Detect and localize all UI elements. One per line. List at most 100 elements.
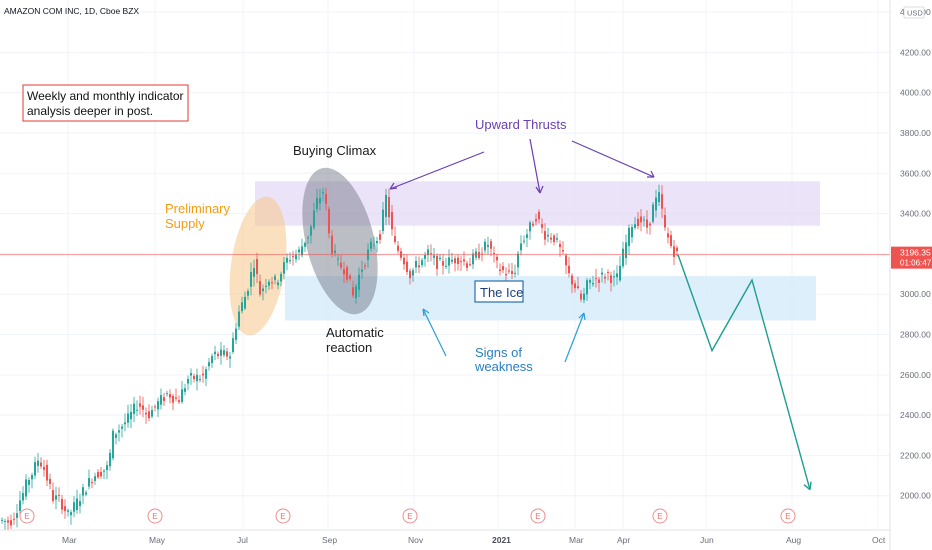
candle-body (646, 219, 648, 228)
candle-body (10, 520, 12, 526)
candle-body (31, 474, 33, 480)
candle-body (610, 275, 612, 283)
candle-body (313, 210, 315, 228)
automatic-reaction-line1: Automatic (326, 325, 384, 340)
candle-body (520, 243, 522, 251)
candle-body (556, 238, 558, 240)
candle-body (157, 401, 159, 410)
candle-body (247, 290, 249, 296)
candle-body (145, 412, 147, 415)
candle-body (142, 405, 144, 410)
candle-body (94, 476, 96, 481)
candle-body (202, 373, 204, 376)
candle-body (121, 426, 123, 429)
candle-body (526, 234, 528, 238)
candle-body (559, 244, 561, 248)
candle-body (394, 236, 396, 242)
candle-body (280, 274, 282, 282)
candle-body (190, 373, 192, 376)
candle-body (61, 499, 63, 510)
candle-body (85, 492, 87, 495)
time-axis[interactable]: Mar May Jul Sep Nov 2021 Mar Apr Jun Aug… (62, 535, 886, 545)
y-tick-label: 2600.00 (900, 370, 931, 380)
x-tick-label: Nov (408, 535, 424, 545)
y-tick-label: 2800.00 (900, 330, 931, 340)
earnings-marker-label: E (535, 512, 540, 521)
candle-body (37, 460, 39, 466)
candle-body (481, 253, 483, 255)
candle-body (322, 192, 324, 194)
candle-body (160, 395, 162, 405)
candle-body (580, 293, 582, 300)
candle-body (13, 518, 15, 520)
candle-body (427, 249, 429, 256)
candle-body (4, 521, 6, 523)
candle-body (499, 269, 501, 272)
candle-body (592, 283, 594, 285)
earnings-marker[interactable] (402, 508, 418, 524)
x-tick-label: May (149, 535, 166, 545)
buying-climax-label: Buying Climax (293, 143, 377, 158)
candle-body (409, 270, 411, 279)
candle-body (52, 490, 54, 501)
candle-body (154, 406, 156, 408)
last-price-countdown: 01:06:47 (900, 259, 932, 268)
candle-body (586, 280, 588, 295)
candle-body (49, 478, 51, 484)
x-tick-label: Mar (62, 535, 77, 545)
candle-body (337, 258, 339, 260)
candle-body (169, 394, 171, 398)
candle-body (211, 356, 213, 364)
earnings-marker[interactable] (530, 508, 546, 524)
earnings-marker[interactable] (147, 508, 163, 524)
weakness-arrow-right-head (578, 312, 586, 321)
candle-body (415, 261, 417, 268)
y-tick-label: 2200.00 (900, 450, 931, 460)
candle-body (613, 276, 615, 278)
candle-body (34, 462, 36, 476)
candle-body (532, 223, 534, 226)
chart-grid (0, 0, 890, 530)
candle-body (130, 411, 132, 420)
candle-body (436, 255, 438, 269)
candle-body (433, 255, 435, 258)
candle-body (577, 286, 579, 288)
currency-badge[interactable] (903, 6, 925, 19)
symbol-header: AMAZON COM INC, 1D, Cboe BZX (4, 6, 139, 16)
candle-body (331, 235, 333, 254)
weakness-label-line1: Signs of (475, 345, 522, 360)
candle-body (55, 495, 57, 500)
x-tick-label: 2021 (492, 535, 511, 545)
candle-body (241, 302, 243, 312)
candle-body (271, 282, 273, 284)
candle-body (28, 480, 30, 485)
upward-thrust-arrow-left (389, 151, 485, 190)
earnings-marker[interactable] (780, 508, 796, 524)
candle-body (439, 257, 441, 259)
candle-body (307, 237, 309, 239)
candle-body (115, 434, 117, 438)
earnings-marker[interactable] (652, 508, 668, 524)
candle-body (523, 240, 525, 242)
candle-body (352, 287, 354, 296)
candle-body (454, 258, 456, 264)
candle-body (391, 212, 393, 230)
x-tick-label: Sep (322, 535, 337, 545)
earnings-marker[interactable] (275, 508, 291, 524)
candle-body (361, 269, 363, 272)
candle-body (658, 192, 660, 203)
earnings-marker[interactable] (19, 508, 35, 524)
candle-body (370, 241, 372, 249)
candle-body (199, 379, 201, 381)
candle-body (508, 270, 510, 272)
candle-body (598, 279, 600, 283)
candle-body (166, 393, 168, 395)
candle-body (403, 257, 405, 265)
annotation-arrows (389, 138, 655, 363)
candle-body (232, 338, 234, 353)
candle-body (640, 216, 642, 223)
candle-body (223, 350, 225, 356)
candle-body (43, 466, 45, 470)
